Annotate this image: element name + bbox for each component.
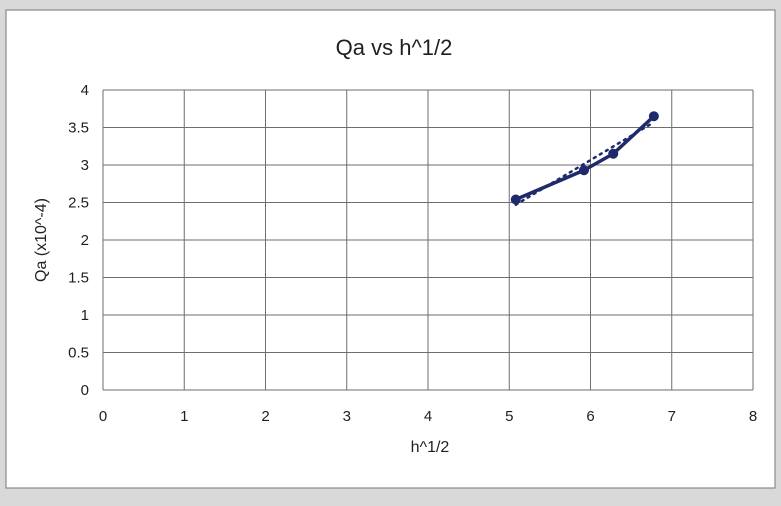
x-tick-label: 4 [424,408,432,425]
data-point [648,111,659,122]
y-tick-label: 0 [81,382,89,399]
grid-layer [102,89,754,391]
series-layer [510,111,659,205]
x-tick-label: 3 [343,408,351,425]
y-tick-label: 3.5 [68,120,89,137]
data-point [579,165,589,176]
data-point [608,148,619,159]
y-tick-label: 1 [81,307,89,324]
x-tick-label: 7 [668,408,676,425]
x-tick-label: 2 [261,408,269,425]
data-point [510,194,521,205]
tick-label-layer: 0 1 2 3 4 5 6 7 8 0 0.5 1 1.5 2 2.5 3 3.5 4 [68,82,757,425]
y-axis-label: Qa (x10^-4) [33,198,50,282]
x-tick-label: 6 [586,408,594,425]
chart-title: Qa vs h^1/2 [336,35,453,60]
y-tick-label: 2 [81,232,89,249]
x-tick-label: 8 [749,408,757,425]
y-tick-label: 4 [81,82,89,99]
x-tick-label: 5 [505,408,513,425]
x-axis-label: h^1/2 [411,439,450,456]
y-tick-label: 1.5 [68,270,89,287]
series-line [515,114,656,202]
y-tick-label: 3 [81,157,89,174]
x-tick-label: 1 [180,408,188,425]
y-tick-label: 2.5 [68,195,89,212]
y-tick-label: 0.5 [68,345,89,362]
x-tick-label: 0 [99,408,107,425]
